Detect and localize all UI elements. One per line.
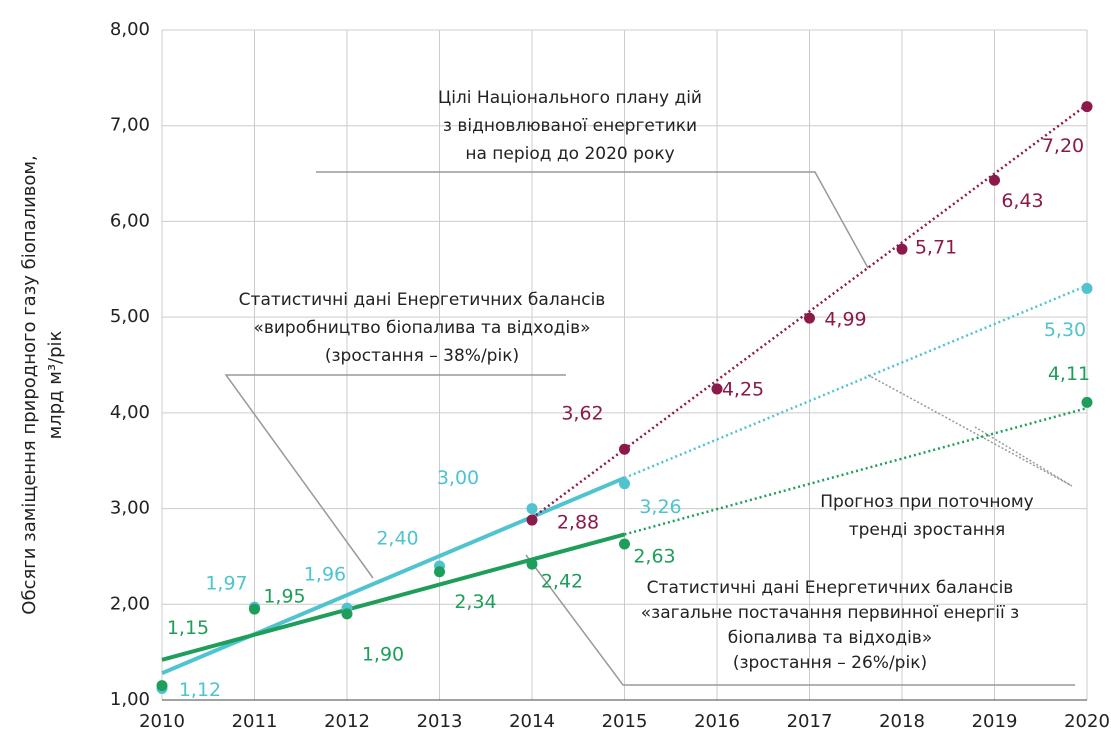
- data-label: 2,88: [557, 512, 599, 534]
- trend-line: [624, 284, 1088, 480]
- y-tick-label: 2,00: [110, 593, 150, 614]
- data-point: [619, 443, 630, 455]
- data-point: [804, 312, 815, 324]
- annotation: з відновлюваної енергетики: [443, 116, 697, 136]
- trend-line: [624, 406, 1088, 536]
- x-tick-label: 2014: [509, 711, 555, 732]
- data-point: [526, 558, 538, 570]
- x-tick-label: 2016: [694, 711, 740, 732]
- data-label: 1,90: [362, 643, 404, 665]
- data-point: [1081, 282, 1093, 294]
- annotation: біопалива та відходів»: [728, 628, 932, 648]
- annotation: тренді зростання: [849, 520, 1006, 540]
- data-label: 4,25: [722, 378, 764, 400]
- data-label: 1,96: [304, 564, 346, 586]
- grid: [161, 29, 1088, 701]
- x-tick-label: 2019: [972, 711, 1018, 732]
- data-point: [896, 243, 908, 255]
- data-label: 3,62: [561, 403, 603, 425]
- data-label: 7,20: [1042, 135, 1084, 157]
- data-label: 1,15: [167, 617, 209, 639]
- data-point: [434, 566, 445, 578]
- x-tick-label: 2011: [232, 711, 278, 732]
- data-label: 3,00: [437, 467, 479, 489]
- annotation: Статистичні дані Енергетичних балансів: [647, 578, 1014, 598]
- data-point: [711, 383, 723, 395]
- y-axis-label: Обсяги заміщення природного газу біопали…: [19, 155, 40, 614]
- data-point: [341, 608, 353, 620]
- data-point: [619, 478, 630, 490]
- x-tick-label: 2017: [787, 711, 833, 732]
- data-point: [1081, 101, 1093, 113]
- leader-line: [867, 374, 1073, 487]
- data-label: 6,43: [1001, 190, 1043, 212]
- annotation: Статистичні дані Енергетичних балансів: [239, 290, 606, 310]
- annotation: Прогноз при поточному: [820, 492, 1034, 512]
- data-point: [1081, 396, 1093, 408]
- data-label: 5,71: [915, 237, 957, 259]
- data-label: 5,30: [1044, 319, 1086, 341]
- data-label: 4,11: [1048, 363, 1090, 385]
- y-tick-label: 8,00: [110, 19, 150, 40]
- annotation: Цілі Національного плану дій: [438, 88, 702, 108]
- y-axis-label: млрд м³/рік: [45, 330, 66, 439]
- data-label: 2,40: [376, 528, 418, 550]
- x-tick-label: 2020: [1064, 711, 1110, 732]
- annotation: на період до 2020 року: [465, 144, 674, 164]
- data-label: 2,42: [541, 571, 583, 593]
- x-tick-label: 2012: [324, 711, 370, 732]
- data-point: [526, 503, 538, 515]
- annotation: «виробництво біопалива та відходів»: [253, 318, 590, 338]
- annotation: «загальне постачання первинної енергії з: [641, 603, 1019, 623]
- annotation: (зростання – 26%/рік): [733, 653, 927, 673]
- x-tick-label: 2015: [602, 711, 648, 732]
- leader-line: [316, 171, 869, 269]
- data-point: [619, 538, 630, 550]
- y-tick-label: 3,00: [110, 498, 150, 519]
- y-tick-label: 7,00: [110, 115, 150, 136]
- data-label: 1,97: [205, 573, 247, 595]
- x-tick-label: 2013: [417, 711, 463, 732]
- leader-lines: [224, 171, 1075, 686]
- data-label: 3,26: [639, 496, 681, 518]
- leader-line: [224, 374, 566, 579]
- data-point: [249, 603, 260, 615]
- data-point: [156, 680, 168, 692]
- data-label: 1,12: [179, 679, 221, 701]
- x-tick-label: 2010: [139, 711, 185, 732]
- x-tick-label: 2018: [879, 711, 925, 732]
- y-tick-label: 1,00: [110, 689, 150, 710]
- leader-line: [525, 554, 1075, 686]
- y-tick-label: 6,00: [110, 210, 150, 231]
- y-tick-label: 4,00: [110, 402, 150, 423]
- data-point: [989, 174, 1000, 186]
- data-point: [526, 514, 538, 526]
- data-label: 2,34: [454, 591, 496, 613]
- data-label: 4,99: [824, 309, 866, 331]
- y-tick-label: 5,00: [110, 306, 150, 327]
- data-label: 1,95: [263, 586, 305, 608]
- trend-line: [161, 532, 626, 662]
- annotation: (зростання – 38%/рік): [325, 346, 519, 366]
- data-label: 2,63: [633, 545, 675, 567]
